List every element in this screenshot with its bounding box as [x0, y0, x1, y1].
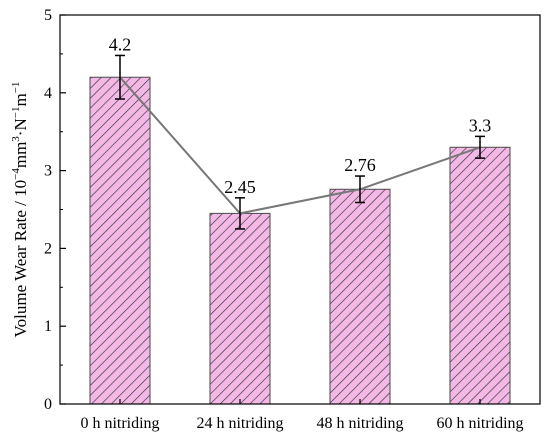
- error-bar: [235, 197, 245, 230]
- y-axis-title-exp3: −1: [10, 107, 22, 119]
- y-tick-label: 0: [44, 396, 52, 413]
- y-tick-label: 3: [44, 163, 52, 180]
- y-axis-title-mid1: mm: [11, 142, 30, 168]
- data-label: 3.3: [469, 115, 492, 135]
- y-tick-label: 1: [44, 318, 52, 335]
- y-tick-label: 4: [44, 85, 52, 102]
- bar: [329, 188, 391, 405]
- y-axis-title-mid3: m: [11, 93, 30, 106]
- error-bar: [355, 175, 365, 204]
- data-label: 2.45: [224, 177, 256, 197]
- connecting-line-group: [119, 76, 481, 215]
- x-tick-label: 60 h nitriding: [436, 415, 523, 432]
- y-axis-title: Volume Wear Rate / 10−4mm3·N−1m−1: [10, 82, 30, 338]
- error-bars-group: [115, 54, 485, 230]
- data-label: 2.76: [344, 155, 376, 175]
- y-axis-title-exp2: 3: [10, 136, 22, 142]
- x-axis: 0 h nitriding 24 h nitriding 48 h nitridin…: [80, 399, 524, 432]
- x-tick-label: 0 h nitriding: [80, 415, 159, 432]
- connecting-line: [119, 76, 481, 215]
- error-bar: [475, 135, 485, 159]
- y-axis-title-mid2: ·N: [11, 118, 30, 136]
- y-tick-label: 5: [44, 7, 52, 24]
- y-axis-title-exp4: −1: [10, 82, 22, 94]
- bar: [209, 212, 271, 405]
- error-bar: [115, 54, 125, 100]
- x-tick-label: 48 h nitriding: [316, 415, 403, 432]
- data-labels-group: 4.2 2.45 2.76 3.3: [109, 34, 492, 196]
- y-axis: 0 1 2 3 4 5: [44, 7, 66, 413]
- y-axis-title-exp1: −4: [10, 168, 22, 180]
- y-tick-label: 2: [44, 240, 52, 257]
- data-label: 4.2: [109, 34, 132, 54]
- y-axis-title-prefix: Volume Wear Rate / 10: [11, 180, 30, 338]
- x-tick-label: 24 h nitriding: [196, 415, 283, 432]
- bars-group: [89, 76, 511, 405]
- bar: [449, 146, 511, 405]
- bar: [89, 76, 151, 405]
